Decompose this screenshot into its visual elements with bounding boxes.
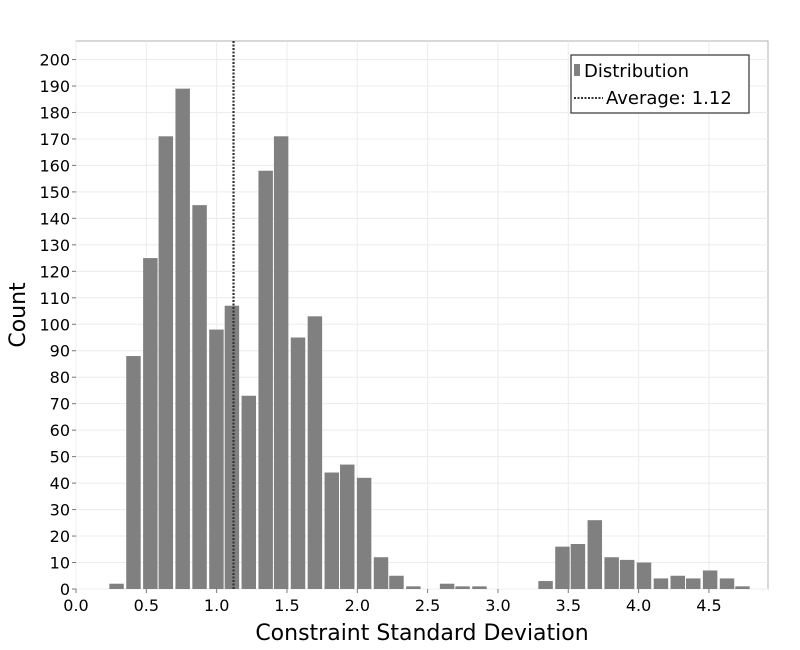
y-tick-label: 50 [50,448,70,467]
x-tick-label: 3.0 [485,596,510,615]
y-axis-ticks: 0 10 20 30 40 50 60 70 80 90 100 110 120 130 140 150 160… [39,51,76,599]
histogram-bar [636,562,652,589]
histogram-bar [373,557,389,589]
y-axis-title: Count [6,282,31,348]
legend-distribution-swatch [574,64,580,76]
y-tick-label: 190 [39,77,70,96]
histogram-bar [455,586,470,589]
histogram-bar [670,575,685,589]
x-tick-label: 4.0 [626,596,651,615]
x-tick-label: 0.0 [63,596,88,615]
legend-box [570,54,750,114]
y-tick-label: 170 [39,130,70,149]
histogram-bar [686,578,701,589]
x-tick-label: 1.0 [204,596,229,615]
y-tick-label: 200 [39,51,70,70]
histogram-bar [126,356,141,589]
y-tick-label: 90 [50,342,70,361]
histogram-bar [439,583,455,589]
histogram-bar [604,557,619,589]
x-tick-label: 3.5 [556,596,581,615]
histogram-bar [356,477,372,589]
histogram-bar [619,559,635,589]
plot-area [75,40,769,590]
histogram-bar [735,586,750,589]
y-tick-label: 40 [50,474,70,493]
x-tick-label: 2.5 [415,596,440,615]
x-axis-ticks: 0.0 0.5 1.0 1.5 2.0 2.5 3.0 3.5 4.0 4.5 [63,589,722,615]
legend-average-label: Average: 1.12 [606,88,732,109]
y-tick-label: 10 [50,554,70,573]
histogram-bar [702,570,718,589]
histogram-bar [143,258,158,589]
x-tick-label: 4.5 [696,596,721,615]
histogram-bar [209,329,224,589]
histogram-bar [472,586,487,589]
histogram-bars [109,88,750,590]
histogram-bar [273,136,289,590]
y-tick-label: 120 [39,262,70,281]
histogram-bar [175,88,190,590]
y-tick-label: 80 [50,368,70,387]
y-tick-label: 0 [60,580,70,599]
y-tick-label: 30 [50,501,70,520]
histogram-bar [389,575,404,589]
histogram-bar [538,581,553,589]
y-tick-label: 130 [39,236,70,255]
histogram-bar [570,544,586,589]
histogram-bar [224,305,240,589]
histogram-bar [307,316,323,589]
y-tick-label: 70 [50,395,70,414]
histogram-bar [587,520,603,589]
histogram-bar [555,546,570,589]
histogram-bar [158,136,174,590]
histogram-bar [258,170,273,589]
x-tick-label: 0.5 [134,596,159,615]
x-tick-label: 2.0 [345,596,370,615]
y-tick-label: 140 [39,209,70,228]
histogram-bar [241,395,257,589]
histogram-bar [340,464,355,589]
histogram-bar [653,578,669,589]
y-tick-label: 110 [39,289,70,308]
legend: Distribution Average: 1.12 [570,54,750,114]
histogram-bar [406,586,421,589]
y-tick-label: 160 [39,156,70,175]
histogram-bar [192,205,207,589]
y-tick-label: 150 [39,183,70,202]
grid-lines [75,41,768,590]
y-tick-label: 60 [50,421,70,440]
x-axis-title: Constraint Standard Deviation [255,621,588,646]
histogram-bar [324,472,339,589]
histogram-bar [719,578,735,589]
histogram-bar [109,583,124,589]
y-tick-label: 100 [39,315,70,334]
legend-distribution-label: Distribution [584,61,689,82]
histogram-bar [290,337,306,589]
y-tick-label: 20 [50,527,70,546]
x-tick-label: 1.5 [274,596,299,615]
y-tick-label: 180 [39,103,70,122]
